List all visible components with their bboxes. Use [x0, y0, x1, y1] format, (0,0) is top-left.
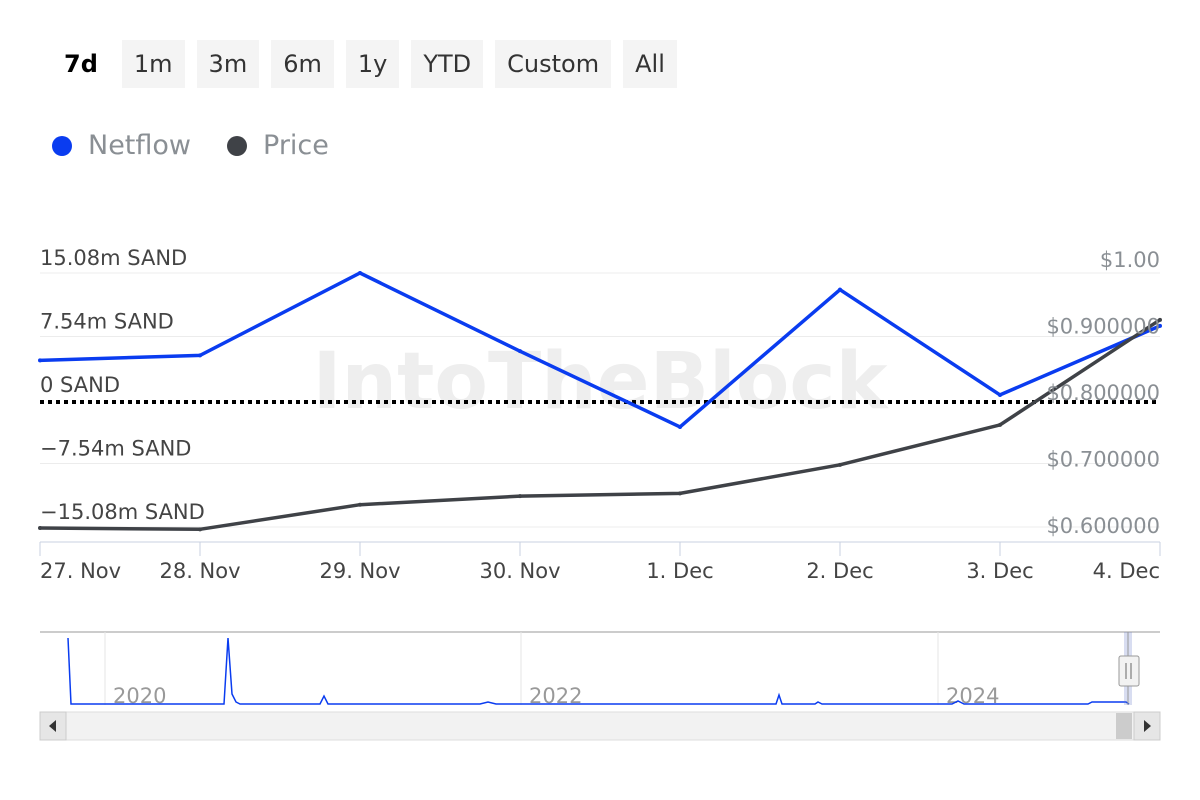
right-tick-label: $0.900000 — [1046, 315, 1160, 339]
arrow-left-icon — [49, 720, 56, 732]
x-tick-label: 30. Nov — [479, 559, 560, 583]
data-point-price — [358, 502, 362, 507]
data-point-netflow — [198, 353, 202, 358]
x-tick-label: 27. Nov — [40, 559, 121, 583]
scrollbar-thumb[interactable] — [1116, 713, 1132, 739]
data-point-netflow — [678, 424, 682, 429]
range-button-all[interactable]: All — [623, 40, 677, 88]
range-button-1m[interactable]: 1m — [121, 40, 185, 88]
x-tick-label: 1. Dec — [646, 559, 713, 583]
data-point-netflow — [838, 287, 842, 292]
arrow-right-icon — [1144, 720, 1151, 732]
data-point-netflow — [358, 271, 362, 275]
scrollbar-track[interactable] — [39, 711, 1161, 741]
series-line-netflow — [39, 271, 1161, 429]
legend-dot-icon — [52, 135, 72, 156]
watermark: IntoTheBlock — [313, 337, 890, 427]
left-tick-label: 7.54m SAND — [40, 310, 174, 334]
range-button-7d[interactable]: 7d — [52, 40, 110, 88]
data-point-price — [38, 525, 42, 530]
left-tick-label: 0 SAND — [40, 373, 120, 397]
right-tick-label: $0.600000 — [1046, 514, 1160, 538]
right-tick-label: $0.700000 — [1046, 448, 1160, 472]
navigator[interactable]: 2020 2022 2024 — [0, 620, 1200, 750]
range-button-3m[interactable]: 3m — [196, 40, 260, 88]
x-tick-label: 29. Nov — [319, 559, 400, 583]
data-point-netflow — [1158, 323, 1162, 328]
x-tick-label: 4. Dec — [1093, 559, 1160, 583]
legend-label: Netflow — [88, 130, 192, 161]
range-button-ytd[interactable]: YTD — [411, 40, 484, 88]
navigator-handle[interactable] — [1118, 655, 1140, 687]
data-point-price — [518, 494, 522, 499]
navigator-series-line — [67, 637, 1130, 705]
legend-item-netflow[interactable]: Netflow — [52, 130, 191, 161]
data-point-price — [998, 422, 1002, 427]
data-point-price — [1158, 317, 1162, 322]
range-button-1y[interactable]: 1y — [345, 40, 400, 88]
legend-item-price[interactable]: Price — [227, 130, 329, 161]
left-tick-label: −7.54m SAND — [40, 437, 191, 461]
main-chart: IntoTheBlock 15.08m SAND 7.54m SAND 0 SAND… — [38, 246, 1162, 583]
data-point-netflow — [998, 392, 1002, 397]
range-selector: 7d 1m 3m 6m 1y YTD Custom All — [52, 40, 677, 88]
data-point-netflow — [518, 349, 522, 354]
legend-dot-icon — [227, 135, 248, 156]
range-button-6m[interactable]: 6m — [271, 40, 334, 88]
right-tick-label: $0.800000 — [1046, 381, 1160, 405]
data-point-price — [198, 527, 202, 532]
range-button-custom[interactable]: Custom — [495, 40, 612, 88]
left-tick-label: −15.08m SAND — [40, 500, 205, 524]
data-point-price — [678, 491, 682, 496]
series-line-price — [39, 318, 1161, 532]
x-tick-label: 2. Dec — [806, 559, 873, 583]
left-tick-label: 15.08m SAND — [40, 246, 187, 270]
x-tick-label: 3. Dec — [966, 559, 1033, 583]
data-point-price — [838, 462, 842, 467]
x-tick-label: 28. Nov — [159, 559, 240, 583]
data-point-netflow — [38, 358, 42, 363]
legend-label: Price — [263, 130, 329, 161]
right-tick-label: $1.00 — [1100, 248, 1160, 272]
legend: Netflow Price — [52, 130, 329, 161]
